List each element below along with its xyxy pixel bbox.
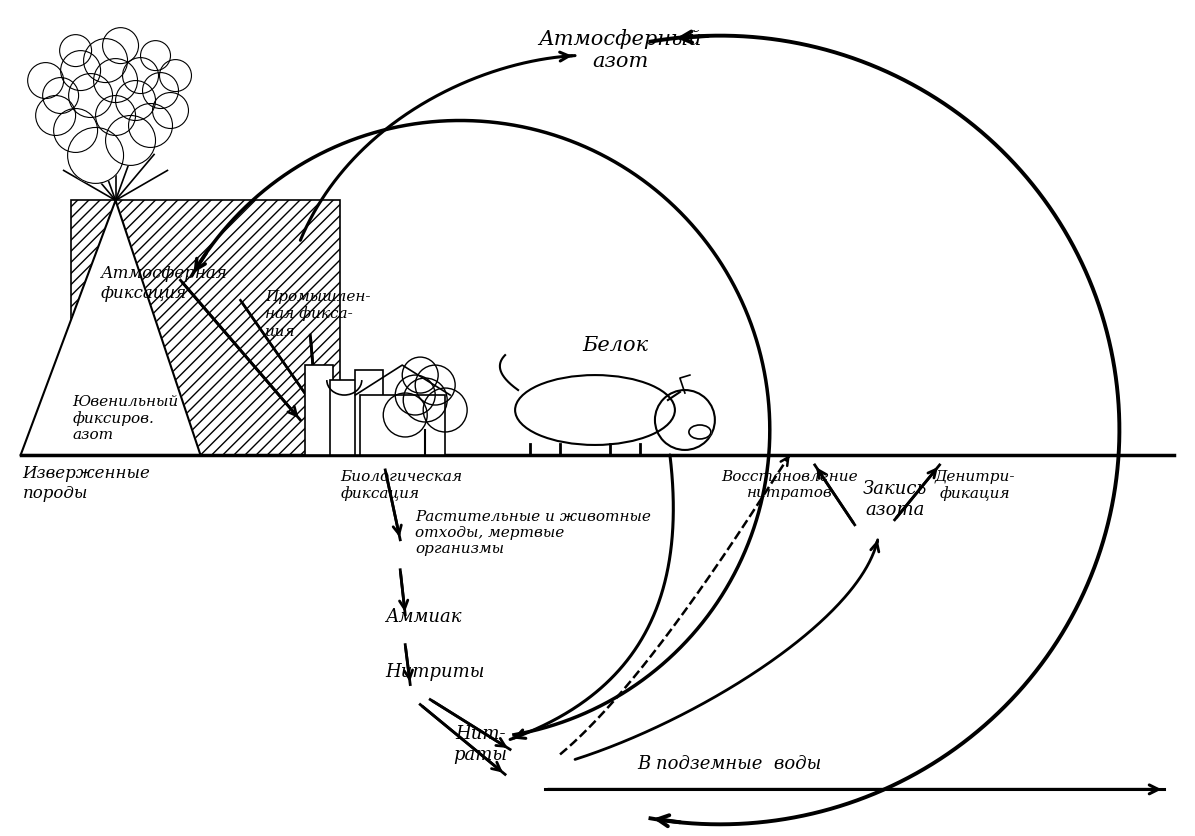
Circle shape bbox=[96, 95, 135, 135]
Polygon shape bbox=[20, 201, 201, 455]
Ellipse shape bbox=[688, 425, 711, 439]
Circle shape bbox=[103, 28, 139, 64]
Bar bbox=[306, 365, 333, 455]
Text: Денитри-
фикация: Денитри- фикация bbox=[934, 470, 1015, 501]
Text: Атмосферная
фиксация: Атмосферная фиксация bbox=[100, 265, 227, 302]
Circle shape bbox=[68, 74, 112, 118]
Text: В подземные  воды: В подземные воды bbox=[638, 756, 822, 773]
Text: Изверженные
породы: Изверженные породы bbox=[23, 465, 151, 502]
Circle shape bbox=[129, 104, 172, 147]
Text: Биологическая
фиксация: Биологическая фиксация bbox=[341, 470, 462, 501]
Circle shape bbox=[43, 78, 79, 114]
Bar bbox=[355, 370, 384, 455]
Circle shape bbox=[396, 375, 435, 415]
Circle shape bbox=[142, 73, 178, 109]
Text: Атмосферный
азот: Атмосферный азот bbox=[538, 28, 701, 71]
Polygon shape bbox=[71, 201, 341, 455]
Circle shape bbox=[116, 80, 155, 120]
Circle shape bbox=[415, 365, 455, 405]
Circle shape bbox=[105, 115, 155, 166]
Circle shape bbox=[36, 95, 75, 135]
Bar bbox=[330, 380, 358, 455]
Text: Растительные и животные
отходы, мертвые
организмы: Растительные и животные отходы, мертвые … bbox=[415, 510, 651, 556]
Circle shape bbox=[93, 59, 137, 103]
Circle shape bbox=[159, 59, 191, 92]
Circle shape bbox=[68, 127, 123, 183]
Text: Нитриты: Нитриты bbox=[385, 663, 485, 681]
Text: Восстановление
нитратов: Восстановление нитратов bbox=[722, 470, 858, 500]
Circle shape bbox=[54, 109, 98, 152]
Circle shape bbox=[60, 34, 92, 67]
Circle shape bbox=[403, 378, 447, 422]
Text: Ювенильный
фиксиров.
азот: Ювенильный фиксиров. азот bbox=[73, 395, 179, 442]
Bar bbox=[360, 395, 446, 455]
Circle shape bbox=[61, 51, 100, 90]
Circle shape bbox=[84, 38, 128, 83]
Circle shape bbox=[384, 393, 427, 437]
Circle shape bbox=[403, 357, 439, 393]
Circle shape bbox=[27, 63, 63, 99]
Text: Аммиак: Аммиак bbox=[385, 608, 461, 625]
Text: Промышлен-
ная фикса-
ция: Промышлен- ная фикса- ция bbox=[265, 290, 370, 338]
Circle shape bbox=[153, 93, 189, 129]
Circle shape bbox=[423, 388, 467, 432]
Circle shape bbox=[655, 390, 715, 450]
Text: Белок: Белок bbox=[582, 335, 648, 354]
Text: Закись
азота: Закись азота bbox=[863, 481, 927, 519]
Text: Нит-
раты: Нит- раты bbox=[453, 725, 507, 764]
Circle shape bbox=[123, 58, 159, 94]
Circle shape bbox=[141, 41, 171, 70]
Ellipse shape bbox=[515, 375, 675, 445]
